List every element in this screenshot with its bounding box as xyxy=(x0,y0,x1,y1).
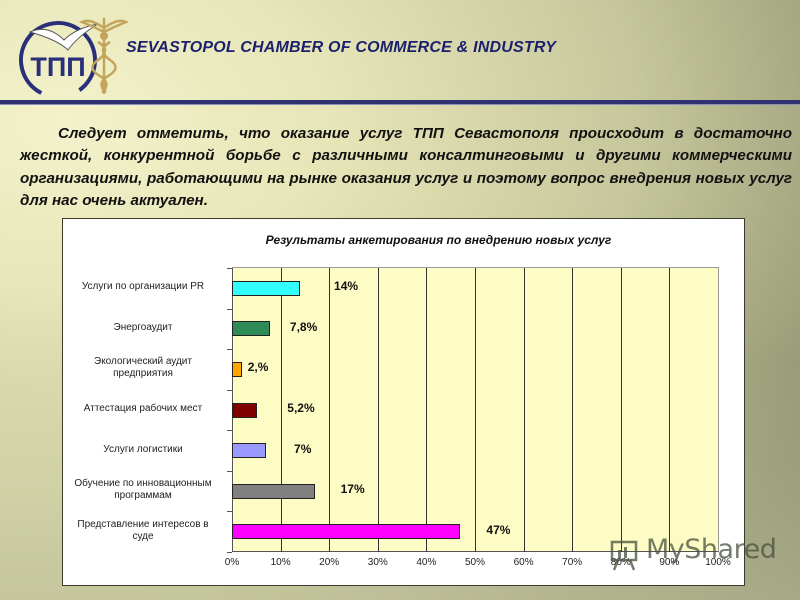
survey-chart: Результаты анкетирования по внедрению но… xyxy=(62,218,745,586)
gridline xyxy=(523,268,525,552)
x-tick-label: 20% xyxy=(319,557,340,568)
bar-value-label: 7% xyxy=(294,441,312,456)
x-tick-label: 30% xyxy=(367,557,388,568)
x-tick-label: 100% xyxy=(705,557,731,568)
bar xyxy=(232,443,267,459)
category-label: Экологический аудит предприятия xyxy=(94,356,192,380)
bar xyxy=(232,361,242,377)
y-tick xyxy=(227,511,232,513)
bar-value-label: 14% xyxy=(334,279,359,294)
x-tick-label: 0% xyxy=(224,557,240,568)
y-tick xyxy=(227,389,232,391)
plot-area: 14% 7,8% 2,% 5,2% 7% 17% 47% xyxy=(227,267,719,553)
y-tick xyxy=(227,308,232,310)
bar-value-label: 7,8% xyxy=(289,319,318,334)
gridline xyxy=(572,268,574,552)
bar xyxy=(232,402,258,418)
x-tick-label: 50% xyxy=(464,557,485,568)
chart-title: Результаты анкетирования по внедрению но… xyxy=(265,233,612,247)
category-label: Аттестация рабочих мест xyxy=(83,403,203,414)
bar-value-label: 2,% xyxy=(247,360,269,375)
x-tick-label: 10% xyxy=(270,557,291,568)
y-tick xyxy=(227,430,232,432)
gridline xyxy=(426,268,428,552)
gridline xyxy=(329,268,331,552)
watermark-text: MyShared xyxy=(646,534,777,565)
y-tick xyxy=(227,268,232,269)
x-tick-label: 40% xyxy=(416,557,437,568)
gridline xyxy=(669,268,671,552)
bar xyxy=(232,524,461,540)
header-divider xyxy=(0,100,800,105)
myshared-logo-icon xyxy=(610,540,638,571)
bar-value-label: 47% xyxy=(486,522,511,537)
x-tick-label: 60% xyxy=(513,557,534,568)
gridline xyxy=(718,268,719,552)
gridline xyxy=(377,268,379,552)
gridline xyxy=(620,268,622,552)
organization-title: SEVASTOPOL CHAMBER OF COMMERCE & INDUSTR… xyxy=(126,39,557,56)
bar-value-label: 5,2% xyxy=(287,401,315,415)
category-label: Энергоаудит xyxy=(113,321,173,333)
category-label: Представление интересов в суде xyxy=(77,518,209,542)
bar xyxy=(232,280,301,296)
y-tick xyxy=(227,470,232,472)
intro-paragraph: Следует отметить, что оказание услуг ТПП… xyxy=(20,125,792,210)
x-tick-label: 90% xyxy=(659,557,680,568)
category-label: Услуги по организации PR xyxy=(81,281,205,293)
category-label: Услуги логистики xyxy=(103,443,183,455)
x-tick-label: 80% xyxy=(610,557,631,568)
bar-value-label: 17% xyxy=(340,482,365,497)
tpp-logo-icon: ТПП xyxy=(19,18,128,99)
category-label: Обучение по инновационным программам xyxy=(74,478,212,502)
svg-text:ТПП: ТПП xyxy=(30,52,85,82)
gridline xyxy=(475,268,476,552)
gridline xyxy=(280,268,282,552)
bar xyxy=(232,321,270,337)
y-tick xyxy=(227,552,232,553)
bar xyxy=(232,483,315,499)
x-tick-label: 70% xyxy=(562,557,583,568)
y-tick xyxy=(227,349,232,351)
